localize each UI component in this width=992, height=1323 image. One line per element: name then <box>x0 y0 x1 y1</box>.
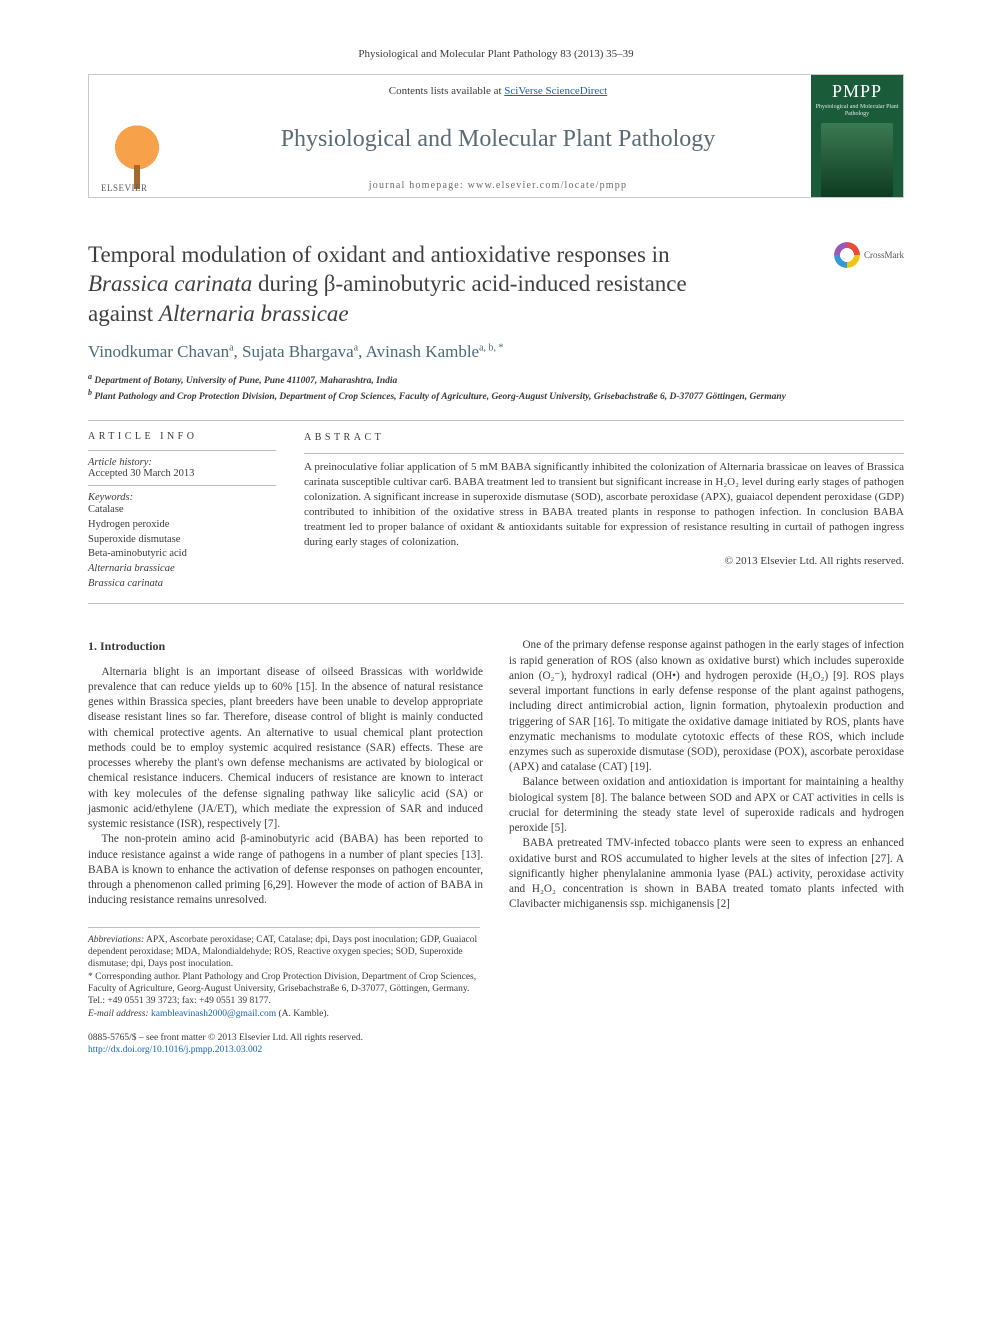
abbrev-label: Abbreviations: <box>88 935 144 945</box>
journal-masthead: ELSEVIER Contents lists available at Sci… <box>88 74 904 198</box>
abbrev-text: APX, Ascorbate peroxidase; CAT, Catalase… <box>88 935 477 970</box>
divider <box>88 485 276 486</box>
paragraph: Alternaria blight is an important diseas… <box>88 665 483 833</box>
abstract-copyright: © 2013 Elsevier Ltd. All rights reserved… <box>304 554 904 569</box>
keyword-italic: Brassica carinata <box>88 577 276 592</box>
abstract-text: A preinoculative foliar application of 5… <box>304 460 904 550</box>
publisher-logo[interactable]: ELSEVIER <box>89 75 185 197</box>
elsevier-tree-icon <box>111 125 163 189</box>
issn-line: 0885-5765/$ – see front matter © 2013 El… <box>88 1032 480 1044</box>
email-line: E-mail address: kambleavinash2000@gmail.… <box>88 1008 480 1020</box>
email-label: E-mail address: <box>88 1009 149 1019</box>
history-label: Article history: <box>88 457 276 468</box>
author-2-aff: a <box>354 343 358 354</box>
keyword: Beta-aminobutyric acid <box>88 547 276 562</box>
affiliation-b-text: Plant Pathology and Crop Protection Divi… <box>94 392 786 402</box>
cover-subtitle: Physiological and Molecular Plant Pathol… <box>811 104 903 117</box>
author-2: Sujata Bhargava <box>242 342 354 361</box>
crossmark-label: CrossMark <box>864 250 904 260</box>
article-title: Temporal modulation of oxidant and antio… <box>88 240 788 328</box>
affiliation-a: a Department of Botany, University of Pu… <box>88 372 904 388</box>
keyword: Catalase <box>88 503 276 518</box>
crossmark-icon <box>834 242 860 268</box>
abbreviations: Abbreviations: APX, Ascorbate peroxidase… <box>88 934 480 971</box>
title-line3-prefix: against <box>88 301 159 326</box>
corresponding-author: * Corresponding author. Plant Pathology … <box>88 971 480 1008</box>
crossmark-badge[interactable]: CrossMark <box>834 242 904 268</box>
contents-line: Contents lists available at SciVerse Sci… <box>189 85 807 97</box>
contents-prefix: Contents lists available at <box>389 85 504 97</box>
homepage-line: journal homepage: www.elsevier.com/locat… <box>189 180 807 191</box>
keyword-italic: Alternaria brassicae <box>88 562 276 577</box>
title-line2-rest: during β-aminobutyric acid-induced resis… <box>252 271 687 296</box>
article-info-heading: ARTICLE INFO <box>88 431 276 442</box>
abstract-column: ABSTRACT A preinoculative foliar applica… <box>304 431 904 591</box>
article-body: 1. Introduction Alternaria blight is an … <box>88 638 904 912</box>
keywords-label: Keywords: <box>88 492 276 503</box>
affiliation-b: b Plant Pathology and Crop Protection Di… <box>88 388 904 404</box>
divider <box>88 420 904 421</box>
paragraph: The non-protein amino acid β-aminobutyri… <box>88 832 483 908</box>
author-1: Vinodkumar Chavan <box>88 342 229 361</box>
divider <box>88 450 276 451</box>
homepage-url[interactable]: www.elsevier.com/locate/pmpp <box>468 180 628 191</box>
masthead-center: Contents lists available at SciVerse Sci… <box>185 75 811 197</box>
doi-link[interactable]: http://dx.doi.org/10.1016/j.pmpp.2013.03… <box>88 1045 262 1055</box>
corr-label: * Corresponding author. <box>88 972 180 982</box>
footnotes: Abbreviations: APX, Ascorbate peroxidase… <box>88 927 480 1020</box>
issn-doi-block: 0885-5765/$ – see front matter © 2013 El… <box>88 1032 480 1057</box>
cover-image-icon <box>821 123 893 197</box>
accepted-date: Accepted 30 March 2013 <box>88 468 276 479</box>
homepage-prefix: journal homepage: <box>369 180 468 191</box>
paragraph: One of the primary defense response agai… <box>509 638 904 775</box>
author-list: Vinodkumar Chavana, Sujata Bhargavaa, Av… <box>88 342 904 362</box>
corr-email-link[interactable]: kambleavinash2000@gmail.com <box>151 1009 276 1019</box>
affiliation-a-text: Department of Botany, University of Pune… <box>94 376 397 386</box>
paragraph: Balance between oxidation and antioxidat… <box>509 775 904 836</box>
affiliations: a Department of Botany, University of Pu… <box>88 372 904 404</box>
email-suffix: (A. Kamble). <box>276 1009 329 1019</box>
keyword: Superoxide dismutase <box>88 533 276 548</box>
title-line2-italic: Brassica carinata <box>88 271 252 296</box>
divider <box>88 603 904 604</box>
article-info-column: ARTICLE INFO Article history: Accepted 3… <box>88 431 276 591</box>
abstract-heading: ABSTRACT <box>304 431 904 445</box>
cover-acronym: PMPP <box>832 81 882 102</box>
title-line1: Temporal modulation of oxidant and antio… <box>88 242 670 267</box>
journal-cover-thumbnail: PMPP Physiological and Molecular Plant P… <box>811 75 903 197</box>
paragraph: BABA pretreated TMV-infected tobacco pla… <box>509 836 904 912</box>
keyword: Hydrogen peroxide <box>88 518 276 533</box>
sciencedirect-link[interactable]: SciVerse ScienceDirect <box>504 85 607 97</box>
title-line3-italic: Alternaria brassicae <box>159 301 349 326</box>
author-1-aff: a <box>229 343 233 354</box>
publisher-logo-label: ELSEVIER <box>101 183 148 193</box>
section-heading: 1. Introduction <box>88 638 483 654</box>
journal-title: Physiological and Molecular Plant Pathol… <box>189 126 807 153</box>
author-3-aff: a, b, * <box>479 343 503 354</box>
divider <box>304 453 904 454</box>
running-head-text: Physiological and Molecular Plant Pathol… <box>358 48 633 60</box>
author-3: Avinash Kamble <box>366 342 479 361</box>
running-head: Physiological and Molecular Plant Pathol… <box>88 48 904 60</box>
